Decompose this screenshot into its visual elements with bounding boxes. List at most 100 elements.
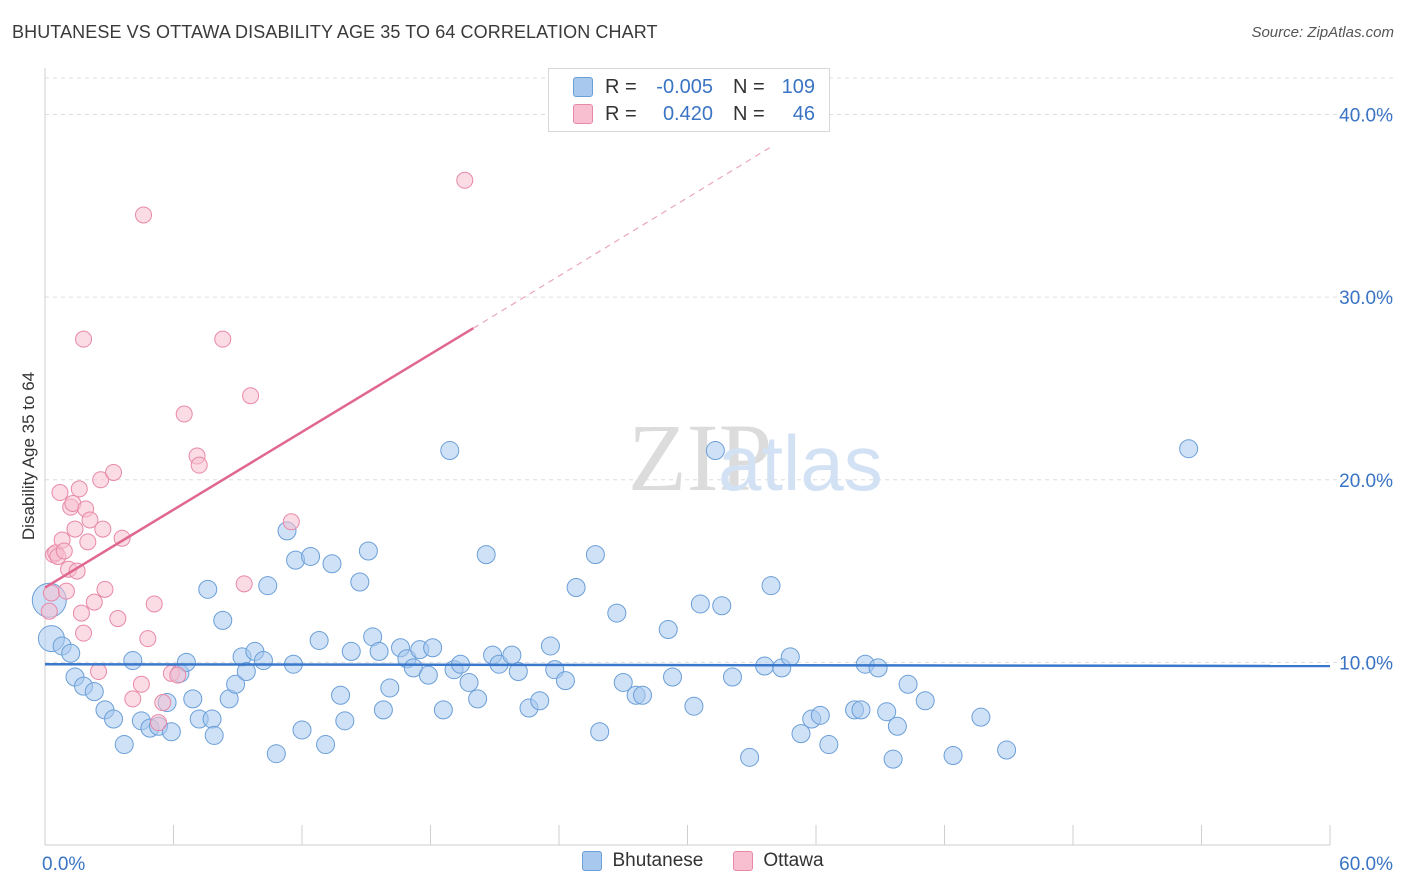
- bhutanese-point: [851, 700, 871, 720]
- bhutanese-point: [508, 662, 528, 682]
- bhutanese-point: [253, 651, 273, 671]
- ottawa-point: [94, 520, 112, 538]
- bhutanese-point: [791, 724, 811, 744]
- bhutanese-point: [213, 610, 233, 630]
- legend-r-label: R =: [605, 75, 637, 98]
- bhutanese-points: [31, 439, 1199, 769]
- bhutanese-point: [705, 441, 725, 461]
- ottawa-point: [105, 463, 123, 481]
- ottawa-point: [154, 694, 172, 712]
- bhutanese-point: [540, 636, 560, 656]
- bhutanese-point: [971, 707, 991, 727]
- bhutanese-point: [123, 651, 143, 671]
- legend-item-ottawa[interactable]: Ottawa: [733, 850, 824, 872]
- ottawa-point: [242, 387, 260, 405]
- x-tick-label: 0.0%: [42, 854, 85, 875]
- legend-label-ottawa: Ottawa: [763, 850, 824, 871]
- bhutanese-point: [204, 725, 224, 745]
- bhutanese-point: [690, 594, 710, 614]
- ottawa-point: [235, 575, 253, 593]
- ottawa-point: [96, 580, 114, 598]
- bhutanese-point: [868, 658, 888, 678]
- ottawa-point: [282, 513, 300, 531]
- source-label: Source: ZipAtlas.com: [1251, 24, 1394, 41]
- bhutanese-point: [202, 709, 222, 729]
- ottawa-point: [169, 666, 187, 684]
- bhutanese-point: [331, 685, 351, 705]
- legend-n-label: N =: [733, 102, 765, 125]
- correlation-legend: R = -0.005 N = 109 R = 0.420 N = 46: [548, 68, 830, 132]
- trend-lines: [44, 145, 1331, 668]
- watermark-zip: ZIP: [628, 404, 772, 511]
- bhutanese-point: [590, 722, 610, 742]
- bhutanese-point: [183, 689, 203, 709]
- bhutanese-point: [943, 746, 963, 766]
- y-tick-label: 30.0%: [1339, 288, 1393, 309]
- ottawa-point: [72, 604, 90, 622]
- tick-labels: 10.0% 20.0% 30.0% 40.0% 0.0% 60.0%: [42, 106, 1393, 875]
- bhutanese-point: [585, 545, 605, 565]
- bhutanese-point: [663, 667, 683, 687]
- ottawa-point: [214, 330, 232, 348]
- bhutanese-point: [84, 682, 104, 702]
- bhutanese-point: [530, 691, 550, 711]
- bhutanese-point: [341, 641, 361, 661]
- ottawa-point: [85, 593, 103, 611]
- ottawa-point: [92, 471, 110, 489]
- bhutanese-point: [780, 647, 800, 667]
- bhutanese-point: [161, 722, 181, 742]
- bhutanese-point: [335, 711, 355, 731]
- ottawa-trend-extension: [473, 145, 774, 329]
- bhutanese-point: [358, 541, 378, 561]
- bhutanese-point: [433, 700, 453, 720]
- legend-swatch-pink: [573, 104, 593, 124]
- bhutanese-point: [502, 645, 522, 665]
- watermark-atlas: atlas: [718, 419, 883, 507]
- bhutanese-point: [607, 603, 627, 623]
- ottawa-point: [40, 602, 58, 620]
- legend-item-bhutanese[interactable]: Bhutanese: [582, 850, 703, 872]
- ottawa-point: [139, 630, 157, 648]
- ottawa-point: [135, 206, 153, 224]
- y-tick-label: 40.0%: [1339, 106, 1393, 127]
- ottawa-point: [79, 533, 97, 551]
- legend-r-value: 0.420: [662, 102, 713, 125]
- legend-r-label: R =: [605, 102, 637, 125]
- x-tick-label: 60.0%: [1339, 854, 1393, 875]
- legend-row-bhutanese: R = -0.005 N = 109: [573, 74, 815, 100]
- y-tick-label: 20.0%: [1339, 471, 1393, 492]
- ottawa-point: [145, 595, 163, 613]
- chart-title: BHUTANESE VS OTTAWA DISABILITY AGE 35 TO…: [12, 22, 658, 42]
- series-legend: Bhutanese Ottawa: [0, 850, 1406, 872]
- ottawa-point: [55, 542, 73, 560]
- bhutanese-point: [104, 709, 124, 729]
- ottawa-point: [190, 456, 208, 474]
- bhutanese-point: [380, 678, 400, 698]
- bhutanese-point: [266, 744, 286, 764]
- bhutanese-point: [61, 643, 81, 663]
- bhutanese-point: [633, 685, 653, 705]
- bhutanese-point: [176, 652, 196, 672]
- ottawa-point: [124, 690, 142, 708]
- gridlines: [45, 77, 1395, 663]
- bhutanese-point: [613, 672, 633, 692]
- ottawa-point: [70, 480, 88, 498]
- bhutanese-trend-line: [44, 662, 1331, 668]
- bhutanese-point: [555, 671, 575, 691]
- bhutanese-swatch: [582, 851, 603, 871]
- ottawa-point: [51, 484, 69, 502]
- bhutanese-point: [301, 546, 321, 566]
- ottawa-point: [75, 330, 93, 348]
- y-axis-label: Disability Age 35 to 64: [19, 372, 38, 540]
- bhutanese-point: [997, 740, 1017, 760]
- ottawa-point: [456, 171, 474, 189]
- bhutanese-point: [198, 579, 218, 599]
- ottawa-points: [40, 171, 474, 732]
- bhutanese-point: [658, 620, 678, 640]
- axes: [44, 68, 1331, 846]
- bhutanese-point: [887, 716, 907, 736]
- bhutanese-point: [369, 641, 389, 661]
- bhutanese-point: [566, 578, 586, 598]
- bhutanese-point: [468, 689, 488, 709]
